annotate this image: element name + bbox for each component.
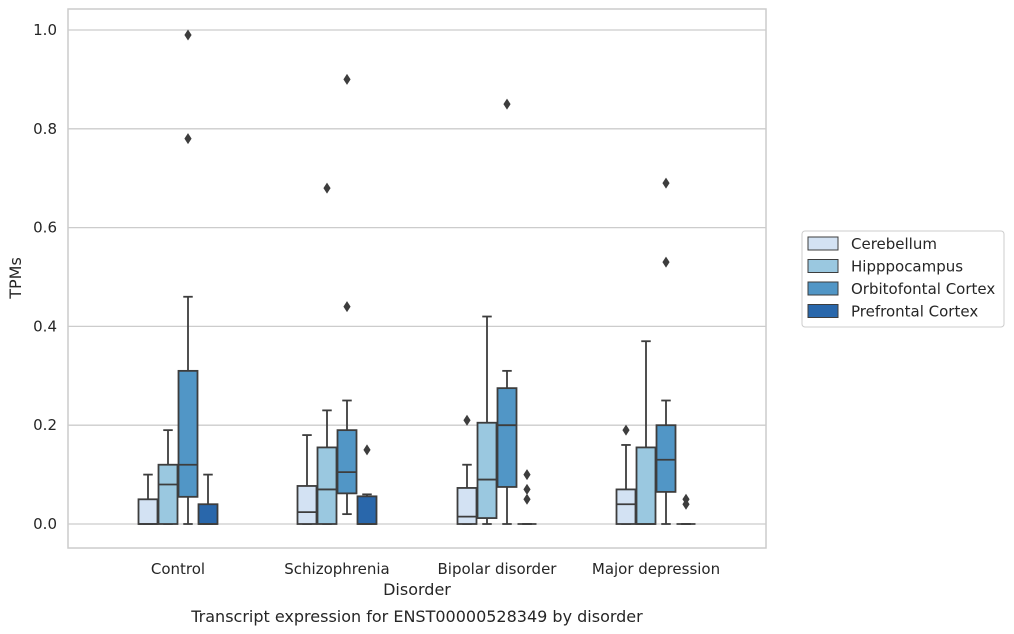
box-body — [316, 446, 338, 525]
outlier-point — [662, 256, 670, 268]
box-body — [336, 429, 358, 495]
box-body — [476, 421, 498, 519]
legend-label: Cerebellum — [851, 235, 937, 253]
outlier-point — [622, 424, 630, 436]
box-body — [137, 498, 159, 525]
outlier-point — [323, 182, 331, 194]
box-body — [635, 446, 657, 525]
outlier-point — [503, 98, 511, 110]
y-tick-label: 0.6 — [33, 219, 57, 237]
outlier-point — [662, 177, 670, 189]
box-body — [615, 488, 637, 525]
outlier-point — [343, 73, 351, 85]
outlier-point — [463, 414, 471, 426]
outlier-point — [523, 483, 531, 495]
outlier-point — [523, 493, 531, 505]
series-hipppocampus — [157, 182, 657, 525]
legend-swatch — [807, 236, 839, 251]
y-tick-label: 0.8 — [33, 120, 57, 138]
legend-label: Orbitofontal Cortex — [851, 280, 995, 298]
series-orbitofontal-cortex — [177, 29, 677, 525]
x-tick-label: Schizophrenia — [284, 560, 389, 578]
y-tick-label: 0.2 — [33, 416, 57, 434]
box-body — [655, 424, 677, 493]
legend-label: Prefrontal Cortex — [851, 303, 978, 321]
legend-label: Hipppocampus — [851, 258, 963, 276]
box-body — [197, 503, 219, 525]
box-body — [177, 369, 199, 498]
y-tick-label: 0.0 — [33, 515, 57, 533]
chart-caption: Transcript expression for ENST0000052834… — [190, 607, 643, 626]
outlier-point — [363, 444, 371, 456]
outlier-point — [523, 469, 531, 481]
outlier-point — [184, 29, 192, 41]
x-tick-label: Bipolar disorder — [438, 560, 558, 578]
box-body — [157, 463, 179, 525]
y-tick-labels: 0.0 0.2 0.4 0.6 0.8 1.0 — [33, 21, 57, 533]
x-tick-labels: Control Schizophrenia Bipolar disorder Majo… — [151, 560, 720, 578]
y-tick-label: 1.0 — [33, 21, 57, 39]
x-tick-label: Control — [151, 560, 205, 578]
outlier-point — [343, 301, 351, 313]
legend-swatch — [807, 304, 839, 318]
box-series — [137, 29, 696, 525]
x-tick-label: Major depression — [592, 560, 720, 578]
series-prefrontal-cortex — [197, 444, 696, 525]
box-body — [356, 495, 378, 525]
x-axis-title: Disorder — [383, 580, 451, 599]
plot-area-frame — [67, 8, 767, 549]
box-body — [496, 387, 518, 488]
legend-frame — [801, 230, 1005, 328]
y-tick-label: 0.4 — [33, 317, 57, 335]
outlier-point — [682, 493, 690, 505]
legend-swatch — [807, 281, 839, 296]
y-axis-title: TPMs — [6, 257, 25, 300]
outlier-point — [184, 133, 192, 145]
series-cerebellum — [137, 414, 637, 525]
legend-swatch — [807, 259, 839, 273]
legend: Cerebellum Hipppocampus Orbitofontal Corte… — [801, 230, 1005, 328]
box-body — [296, 485, 318, 525]
box-body — [456, 487, 478, 525]
